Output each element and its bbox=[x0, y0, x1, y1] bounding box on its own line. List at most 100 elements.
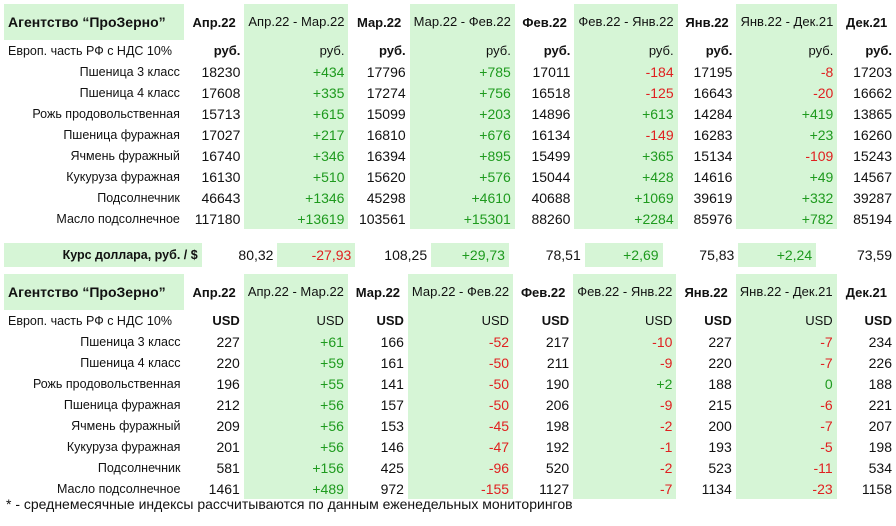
delta-cell: -20 bbox=[736, 82, 838, 103]
product-name: Пшеница 3 класс bbox=[80, 334, 181, 349]
unit-cell: руб. bbox=[543, 43, 571, 58]
delta-cell: -2 bbox=[573, 415, 677, 436]
delta-column-header: Янв.22 - Дек.21 bbox=[735, 274, 837, 310]
delta-cell: +2284 bbox=[574, 208, 678, 229]
price-cell: 16740 bbox=[201, 147, 241, 164]
delta-cell: 0 bbox=[735, 373, 837, 394]
delta-cell: +428 bbox=[574, 166, 678, 187]
month-column-header: Дек.21 bbox=[845, 284, 887, 300]
product-name: Пшеница фуражная bbox=[63, 127, 180, 142]
price-cell: 196 bbox=[216, 375, 240, 392]
delta-cell: +13619 bbox=[244, 208, 349, 229]
price-cell: 220 bbox=[216, 354, 240, 371]
price-cell: 15499 bbox=[531, 147, 571, 164]
delta-cell: -96 bbox=[407, 457, 514, 478]
delta-cell: -11 bbox=[735, 457, 837, 478]
delta-cell: -7 bbox=[573, 478, 677, 499]
price-cell: 153 bbox=[380, 417, 404, 434]
product-name: Пшеница 4 класс bbox=[80, 355, 181, 370]
delta-cell: +2 bbox=[573, 373, 677, 394]
price-cell: 141 bbox=[380, 375, 404, 392]
price-cell: 207 bbox=[868, 417, 892, 434]
delta-cell: +576 bbox=[409, 166, 515, 187]
price-cell: 15713 bbox=[201, 105, 241, 122]
footnote: * - среднемесячные индексы рассчитываютс… bbox=[6, 496, 573, 512]
dollar-rate-label: Курс доллара, руб. / $ bbox=[4, 243, 202, 267]
price-cell: 46643 bbox=[201, 189, 241, 206]
price-cell: 16134 bbox=[531, 126, 571, 143]
unit-cell: USD bbox=[212, 313, 240, 328]
product-name: Ячмень фуражный bbox=[70, 148, 180, 163]
unit-cell: руб. bbox=[705, 43, 733, 58]
agency-title: Агентство “ПроЗерно” bbox=[4, 274, 185, 310]
price-cell: 16518 bbox=[531, 84, 571, 101]
delta-cell: +56 bbox=[243, 415, 348, 436]
delta-column-header: Фев.22 - Янв.22 bbox=[574, 4, 678, 40]
price-cell: 200 bbox=[708, 417, 732, 434]
delta-cell: -184 bbox=[574, 61, 678, 82]
price-cell: 226 bbox=[868, 354, 892, 371]
delta-cell: -10 bbox=[573, 331, 677, 352]
product-name: Кукуруза фуражная bbox=[66, 439, 181, 454]
delta-cell: +59 bbox=[243, 352, 348, 373]
price-cell: 14567 bbox=[853, 168, 892, 185]
product-name: Пшеница 3 класс bbox=[79, 64, 180, 79]
price-cell: 190 bbox=[545, 375, 570, 392]
unit-row: Европ. часть РФ с НДС 10% руб. руб. руб. руб… bbox=[4, 40, 896, 61]
unit-cell: руб. bbox=[244, 40, 349, 61]
delta-cell: +782 bbox=[736, 208, 838, 229]
delta-column-header: Мар.22 - Фев.22 bbox=[407, 274, 514, 310]
rate-delta-cell: +2,24 bbox=[738, 243, 817, 267]
unit-label: Европ. часть РФ с НДС 10% bbox=[8, 313, 172, 328]
price-cell: 425 bbox=[380, 459, 404, 476]
price-cell: 15134 bbox=[693, 147, 733, 164]
unit-cell: руб. bbox=[736, 40, 838, 61]
price-cell: 16810 bbox=[366, 126, 406, 143]
dollar-rate-table: Курс доллара, руб. / $ 80,32 -27,93 108,… bbox=[4, 243, 896, 267]
dollar-rate-row: Курс доллара, руб. / $ 80,32 -27,93 108,… bbox=[4, 243, 896, 267]
product-name: Масло подсолнечное bbox=[56, 481, 181, 496]
delta-cell: -6 bbox=[735, 394, 837, 415]
delta-cell: +56 bbox=[243, 394, 348, 415]
delta-cell: +895 bbox=[409, 145, 515, 166]
price-cell: 198 bbox=[868, 438, 892, 455]
price-cell: 16643 bbox=[693, 84, 733, 101]
delta-cell: +615 bbox=[244, 103, 349, 124]
delta-cell: -8 bbox=[736, 61, 838, 82]
price-cell: 16394 bbox=[366, 147, 406, 164]
unit-cell: руб. bbox=[409, 40, 515, 61]
month-column-header: Апр.22 bbox=[192, 14, 236, 30]
delta-cell: +613 bbox=[574, 103, 678, 124]
price-cell: 17274 bbox=[366, 84, 406, 101]
price-cell: 221 bbox=[868, 396, 892, 413]
month-column-header: Апр.22 bbox=[192, 284, 236, 300]
table-row: Масло подсолнечное 1461 +489 972 -155 1127 -7 1… bbox=[4, 478, 896, 499]
price-cell: 15044 bbox=[531, 168, 571, 185]
price-cell: 217 bbox=[545, 333, 570, 350]
usd-price-table: Агентство “ПроЗерно” Апр.22 Апр.22 - Мар.2… bbox=[4, 274, 896, 499]
table-row: Рожь продовольственная 15713 +615 15099 +203… bbox=[4, 103, 896, 124]
delta-cell: +61 bbox=[243, 331, 348, 352]
price-cell: 17195 bbox=[693, 63, 733, 80]
price-cell: 192 bbox=[545, 438, 570, 455]
product-name: Рожь продовольственная bbox=[32, 106, 180, 121]
unit-cell: USD bbox=[864, 313, 892, 328]
delta-cell: +15301 bbox=[409, 208, 515, 229]
delta-cell: -5 bbox=[735, 436, 837, 457]
unit-cell: руб. bbox=[379, 43, 406, 58]
product-name: Пшеница фуражная bbox=[63, 397, 181, 412]
delta-column-header: Мар.22 - Фев.22 bbox=[409, 4, 515, 40]
price-cell: 18230 bbox=[201, 63, 241, 80]
table-row: Пшеница 3 класс 18230 +434 17796 +785 17011 -1… bbox=[4, 61, 896, 82]
product-name: Подсолнечник bbox=[97, 190, 180, 205]
price-cell: 1158 bbox=[861, 480, 892, 497]
unit-cell: USD bbox=[541, 313, 570, 328]
rub-price-table: Агентство “ПроЗерно” Апр.22 Апр.22 - Мар.2… bbox=[4, 4, 896, 229]
price-cell: 220 bbox=[708, 354, 732, 371]
delta-cell: +489 bbox=[243, 478, 348, 499]
price-cell: 523 bbox=[708, 459, 732, 476]
rate-cell: 108,25 bbox=[384, 247, 428, 263]
delta-cell: +55 bbox=[243, 373, 348, 394]
table-row: Пшеница фуражная 17027 +217 16810 +676 16134-… bbox=[4, 124, 896, 145]
month-column-header: Янв.22 bbox=[684, 284, 728, 300]
